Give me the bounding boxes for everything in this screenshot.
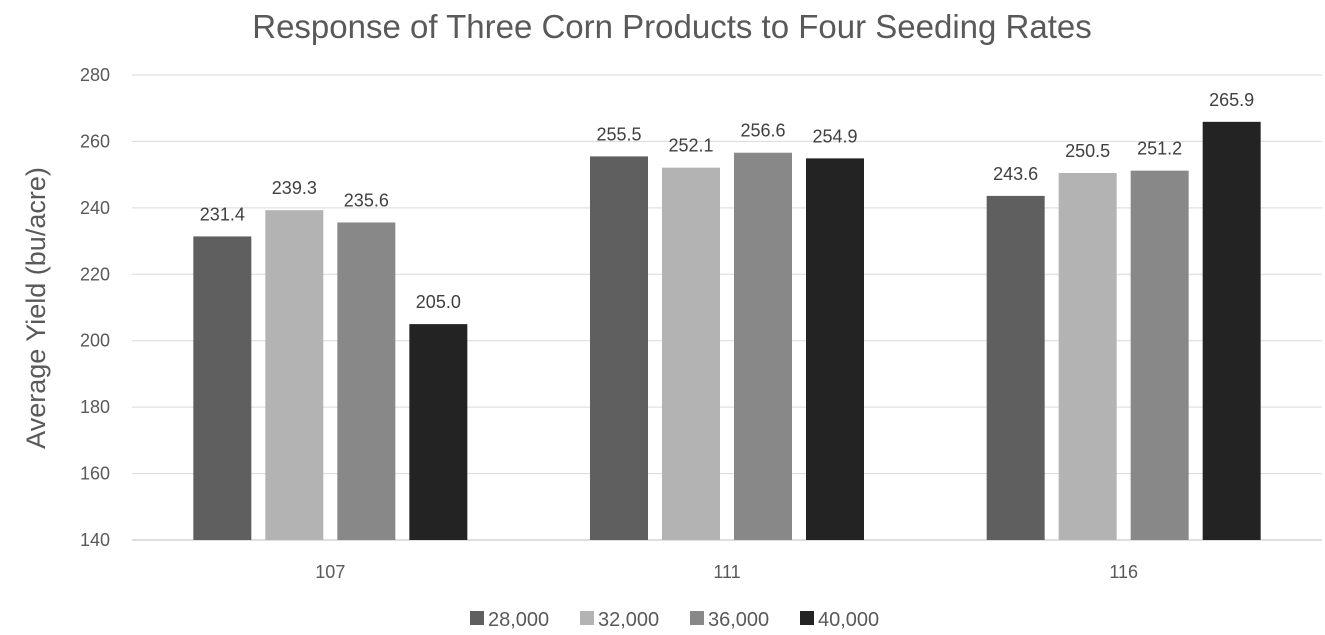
data-label: 231.4 xyxy=(200,204,245,224)
data-label: 252.1 xyxy=(668,136,713,156)
data-label: 239.3 xyxy=(272,178,317,198)
legend-label: 32,000 xyxy=(598,609,659,631)
x-axis-categories: 107 111 116 xyxy=(315,562,1138,582)
chart-title: Response of Three Corn Products to Four … xyxy=(252,8,1092,45)
legend: 28,000 32,000 36,000 40,000 xyxy=(470,609,879,631)
y-tick-label: 240 xyxy=(80,198,110,218)
y-tick-label: 220 xyxy=(80,264,110,284)
y-tick-label: 160 xyxy=(80,464,110,484)
legend-label: 28,000 xyxy=(488,609,549,631)
bar-107-28000 xyxy=(193,236,252,540)
bar-116-36000 xyxy=(1130,170,1189,540)
y-axis-ticks: 140 160 180 200 220 240 260 280 xyxy=(80,65,110,550)
bar-111-40000 xyxy=(806,158,864,540)
legend-label: 36,000 xyxy=(708,609,769,631)
legend-swatch xyxy=(470,611,484,625)
legend-swatch xyxy=(800,611,814,625)
data-label: 255.5 xyxy=(596,124,641,144)
bar-116-40000 xyxy=(1202,121,1261,540)
bar-107-32000 xyxy=(265,210,324,541)
x-category-label: 107 xyxy=(315,562,345,582)
bars xyxy=(193,121,1261,541)
legend-swatch xyxy=(580,611,594,625)
x-category-label: 111 xyxy=(713,562,740,582)
bar-111-36000 xyxy=(734,152,792,540)
data-label: 254.9 xyxy=(812,126,857,146)
y-tick-label: 180 xyxy=(80,397,110,417)
data-label: 265.9 xyxy=(1209,90,1254,110)
data-label: 250.5 xyxy=(1065,141,1110,161)
bar-116-28000 xyxy=(986,195,1045,540)
bar-116-32000 xyxy=(1058,172,1117,540)
data-label: 243.6 xyxy=(993,164,1038,184)
y-tick-label: 260 xyxy=(80,131,110,151)
y-axis-label: Average Yield (bu/acre) xyxy=(21,167,51,449)
data-label: 256.6 xyxy=(740,121,785,141)
y-tick-label: 200 xyxy=(80,331,110,351)
y-tick-label: 140 xyxy=(80,530,110,550)
data-label: 235.6 xyxy=(344,190,389,210)
legend-label: 40,000 xyxy=(818,609,879,631)
bar-111-32000 xyxy=(662,167,720,541)
bar-107-40000 xyxy=(409,324,468,540)
legend-swatch xyxy=(690,611,704,625)
bar-111-28000 xyxy=(590,156,648,540)
data-label: 251.2 xyxy=(1137,139,1182,159)
data-label: 205.0 xyxy=(416,292,461,312)
y-tick-label: 280 xyxy=(80,65,110,85)
x-category-label: 116 xyxy=(1109,562,1138,582)
bar-107-36000 xyxy=(337,222,396,540)
gridlines xyxy=(132,74,1322,541)
data-labels: 231.4 239.3 235.6 205.0 255.5 252.1 256.6 254.9… xyxy=(200,90,1254,312)
